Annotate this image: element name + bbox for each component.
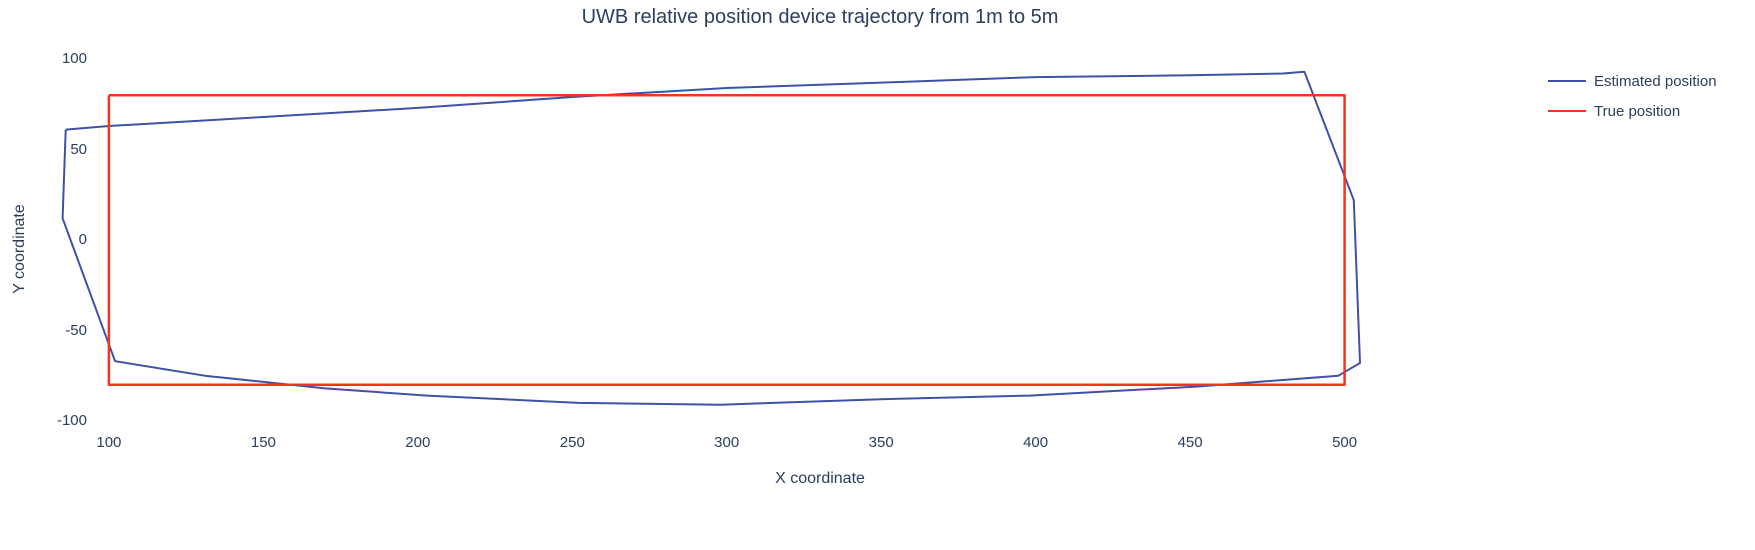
y-tick-label-50: 50 [70,140,87,158]
estimated-line-swatch-icon [1548,80,1586,82]
legend-label-true: True position [1594,102,1681,120]
legend: Estimated position True position [1548,66,1717,126]
chart-title: UWB relative position device trajectory … [581,6,1059,28]
x-tick-label-350: 350 [868,434,894,451]
x-tick-label-400: 400 [1023,434,1049,451]
x-tick-label-150: 150 [250,434,276,451]
legend-label-estimated: Estimated position [1594,72,1717,90]
legend-item-true[interactable]: True position [1548,96,1717,126]
x-tick-label-100: 100 [96,434,122,451]
series-line-estimated[interactable] [61,70,1361,406]
legend-item-estimated[interactable]: Estimated position [1548,66,1717,96]
y-tick-label-0: 0 [78,231,87,248]
y-tick-label--50: -50 [65,321,87,339]
series-line-true[interactable] [107,93,1346,387]
y-tick-label-100: 100 [61,50,87,67]
y-axis-label: Y coordinate [11,204,28,294]
x-tick-label-250: 250 [559,434,585,451]
x-tick-label-500: 500 [1332,434,1358,451]
x-axis-label: X coordinate [775,470,865,487]
true-line-swatch-icon [1548,110,1586,112]
x-tick-label-200: 200 [405,434,431,451]
x-tick-label-450: 450 [1177,434,1203,451]
x-tick-label-300: 300 [714,434,740,451]
y-tick-label--100: -100 [56,412,87,429]
